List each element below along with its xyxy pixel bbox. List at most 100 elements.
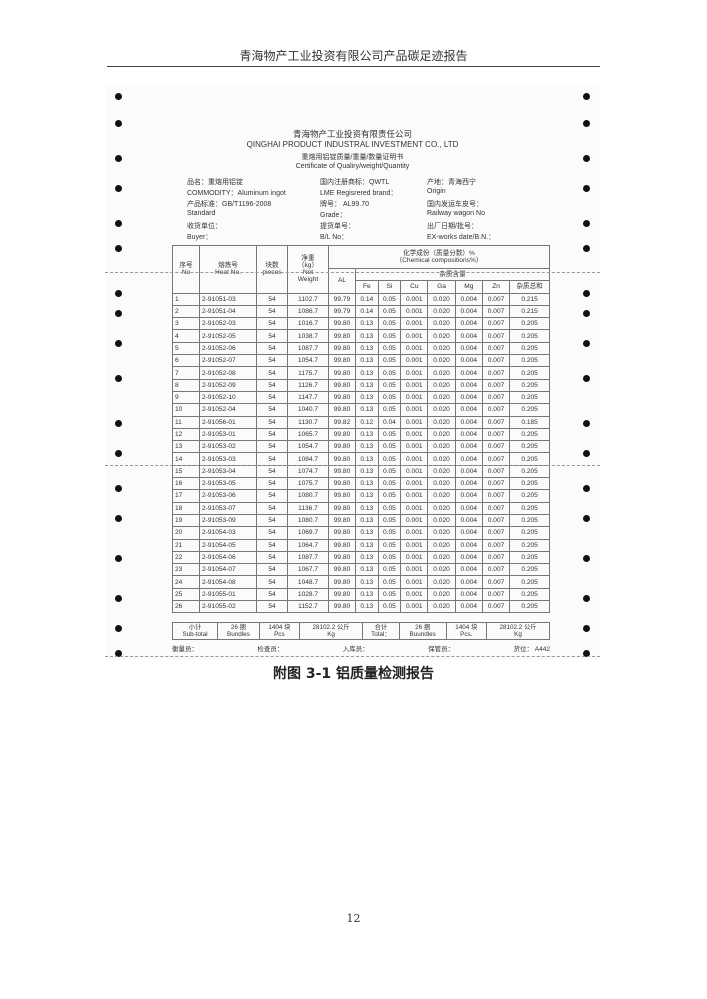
- table-cell: 1064.7: [287, 538, 329, 552]
- table-row: 24 2-91054-08 54 1048.7 99.80 0.13 0.05 0.001 0.…: [172, 575, 550, 589]
- signature-keeper: 保管员：: [428, 646, 455, 653]
- table-cell: 54: [256, 587, 288, 602]
- table-cell: 54: [256, 600, 288, 614]
- table-cell: 2-91053-06: [199, 489, 257, 503]
- table-row: 15 2-91053-04 54 1074.7 99.80 0.13 0.05 0.001 0.…: [172, 464, 550, 479]
- table-cell: 0.001: [400, 538, 429, 552]
- table-cell: 54: [256, 501, 288, 515]
- table-cell: 0.001: [400, 304, 429, 319]
- table-cell: 54: [256, 354, 288, 368]
- bl-en: B/L No：: [320, 234, 349, 241]
- table-cell: 54: [256, 378, 288, 392]
- table-cell: 0.205: [509, 403, 550, 417]
- table-cell: 2-91054-05: [199, 538, 257, 552]
- table-cell: 0.13: [355, 501, 379, 515]
- table-cell: 0.13: [355, 587, 379, 602]
- table-cell: 0.020: [427, 501, 456, 515]
- table-cell: 99.80: [328, 477, 356, 491]
- commodity-cn: 品名：重熔用铝锭: [187, 179, 243, 186]
- table-row: 12 2-91053-01 54 1065.7 99.80 0.13 0.05 0.001 0.…: [172, 427, 550, 442]
- table-row: 23 2-91054-07 54 1067.7 99.80 0.13 0.05 0.001 0.…: [172, 563, 550, 577]
- wagon-cn: 国内发运车皮号：: [427, 201, 483, 208]
- table-cell: 0.05: [377, 526, 402, 540]
- table-cell: 0.004: [454, 600, 483, 614]
- table-cell: 0.007: [481, 587, 511, 602]
- table-cell: 19: [172, 513, 200, 528]
- table-cell: 54: [256, 477, 288, 491]
- table-cell: 1175.7: [287, 366, 329, 380]
- table-cell: 99.80: [328, 550, 356, 565]
- table-cell: 0.13: [355, 489, 379, 503]
- table-cell: 0.004: [454, 440, 483, 454]
- table-row: 26 2-91055-02 54 1152.7 99.80 0.13 0.05 0.001 0.…: [172, 600, 550, 614]
- perforation-line: [105, 656, 600, 657]
- table-cell: 0.020: [427, 600, 456, 614]
- table-cell: 0.205: [509, 587, 550, 602]
- table-cell: 20: [172, 526, 200, 540]
- brand-en: LME Regisrered brand：: [320, 190, 398, 197]
- table-cell: 0.007: [481, 440, 511, 454]
- table-cell: 1087.7: [287, 550, 329, 565]
- table-cell: 0.004: [454, 452, 483, 466]
- table-cell: 0.13: [355, 538, 379, 552]
- header-element: Ga: [427, 280, 456, 294]
- binder-hole-icon: [583, 120, 590, 127]
- table-cell: 0.205: [509, 366, 550, 380]
- table-cell: 0.020: [427, 440, 456, 454]
- table-cell: 0.05: [377, 366, 402, 380]
- table-cell: 54: [256, 538, 288, 552]
- table-cell: 0.001: [400, 317, 429, 331]
- signature-location: 货位： A442: [513, 646, 551, 653]
- table-cell: 2-91051-03: [199, 292, 257, 306]
- table-cell: 99.80: [328, 538, 356, 552]
- table-cell: 0.13: [355, 575, 379, 589]
- table-cell: 54: [256, 292, 288, 306]
- header-no: 序号 No: [172, 245, 200, 294]
- binder-hole-icon: [115, 625, 122, 632]
- binder-hole-icon: [115, 595, 122, 602]
- table-cell: 0.004: [454, 489, 483, 503]
- table-cell: 1038.7: [287, 329, 329, 343]
- table-cell: 2-91053-01: [199, 427, 257, 442]
- subtotal-kg: 28102.2 公斤 Kg: [299, 622, 364, 640]
- table-cell: 0.205: [509, 452, 550, 466]
- header-element: Fe: [355, 280, 379, 294]
- table-cell: 99.80: [328, 378, 356, 392]
- table-cell: 0.020: [427, 329, 456, 343]
- table-cell: 99.80: [328, 354, 356, 368]
- table-cell: 0.001: [400, 415, 429, 429]
- table-cell: 99.80: [328, 501, 356, 515]
- table-cell: 14: [172, 452, 200, 466]
- header-element: Si: [377, 280, 402, 294]
- table-cell: 2-91056-01: [199, 415, 257, 429]
- signature-inspector: 检查员：: [257, 646, 284, 653]
- running-header: 青海物产工业投资有限公司产品碳足迹报告: [239, 49, 468, 63]
- table-cell: 0.007: [481, 563, 511, 577]
- table-cell: 0.05: [377, 575, 402, 589]
- table-cell: 99.82: [328, 415, 356, 429]
- certificate-title-en: Certificate of Qualiry/weight/Quantity: [295, 163, 410, 170]
- signature-warehouse: 入库员：: [342, 646, 369, 653]
- table-cell: 0.007: [481, 292, 511, 306]
- table-cell: 0.007: [481, 403, 511, 417]
- table-cell: 1147.7: [287, 390, 329, 405]
- table-cell: 0.14: [355, 304, 379, 319]
- binder-hole-icon: [583, 185, 590, 192]
- table-cell: 0.007: [481, 415, 511, 429]
- table-cell: 1075.7: [287, 477, 329, 491]
- table-cell: 0.007: [481, 489, 511, 503]
- binder-hole-icon: [115, 220, 122, 227]
- table-cell: 0.13: [355, 427, 379, 442]
- table-cell: 0.13: [355, 378, 379, 392]
- table-cell: 99.80: [328, 440, 356, 454]
- table-cell: 99.80: [328, 452, 356, 466]
- binder-hole-icon: [115, 420, 122, 427]
- table-cell: 0.05: [377, 354, 402, 368]
- table-cell: 0.13: [355, 563, 379, 577]
- table-cell: 0.001: [400, 427, 429, 442]
- header-heat: 熔炼号 Heat No.: [199, 245, 257, 294]
- table-cell: 0.004: [454, 317, 483, 331]
- table-cell: 54: [256, 341, 288, 356]
- table-cell: 0.020: [427, 477, 456, 491]
- table-cell: 54: [256, 304, 288, 319]
